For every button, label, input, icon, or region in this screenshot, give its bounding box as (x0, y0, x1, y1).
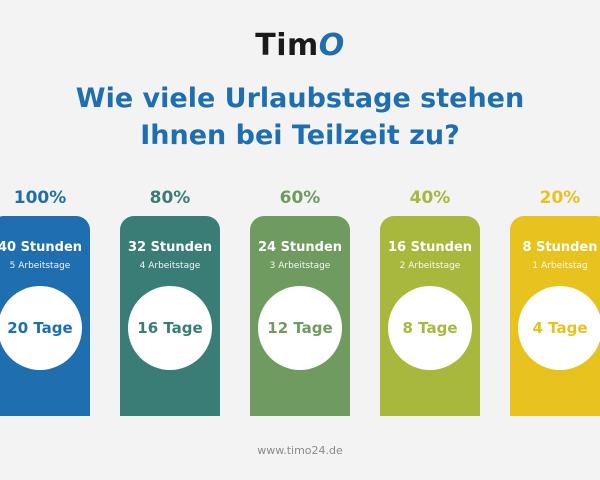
vacation-days-badge: 8 Tage (388, 286, 472, 370)
column-60-percent: 60% 24 Stunden 3 Arbeitstage 12 Tage (250, 186, 350, 416)
workdays-label: 3 Arbeitstage (269, 261, 331, 271)
workdays-label: 4 Arbeitstage (139, 261, 201, 271)
headline-line-2: Ihnen bei Teilzeit zu? (140, 120, 460, 151)
hours-card: 32 Stunden 4 Arbeitstage 16 Tage (120, 216, 220, 416)
hours-card: 8 Stunden 1 Arbeitstag 4 Tage (510, 216, 600, 416)
vacation-days-badge: 4 Tage (518, 286, 600, 370)
logo-prefix: Tim (255, 28, 319, 63)
column-80-percent: 80% 32 Stunden 4 Arbeitstage 16 Tage (120, 186, 220, 416)
hours-card: 24 Stunden 3 Arbeitstage 12 Tage (250, 216, 350, 416)
workdays-label: 5 Arbeitstage (9, 261, 71, 271)
column-100-percent: 100% 40 Stunden 5 Arbeitstage 20 Tage (0, 186, 90, 416)
vacation-days-badge: 12 Tage (258, 286, 342, 370)
hours-card: 16 Stunden 2 Arbeitstage 8 Tage (380, 216, 480, 416)
percent-label: 60% (279, 188, 321, 208)
timo-logo: TimO (0, 28, 600, 63)
headline-line-1: Wie viele Urlaubstage stehen (75, 83, 525, 114)
percent-label: 20% (539, 188, 581, 208)
vacation-days-badge: 20 Tage (0, 286, 82, 370)
percent-label: 100% (13, 188, 67, 208)
hours-label: 32 Stunden (127, 240, 213, 255)
hours-label: 24 Stunden (257, 240, 343, 255)
hours-label: 16 Stunden (387, 240, 473, 255)
vacation-days-badge: 16 Tage (128, 286, 212, 370)
workdays-label: 1 Arbeitstag (532, 261, 588, 271)
workdays-label: 2 Arbeitstage (399, 261, 461, 271)
percent-label: 40% (409, 188, 451, 208)
hours-card: 40 Stunden 5 Arbeitstage 20 Tage (0, 216, 90, 416)
column-40-percent: 40% 16 Stunden 2 Arbeitstage 8 Tage (380, 186, 480, 416)
column-20-percent: 20% 8 Stunden 1 Arbeitstag 4 Tage (510, 186, 600, 416)
hours-label: 40 Stunden (0, 240, 83, 255)
website-url: www.timo24.de (257, 444, 343, 457)
page-title: Wie viele Urlaubstage stehen Ihnen bei T… (0, 80, 600, 154)
percent-label: 80% (149, 188, 191, 208)
logo-suffix: O (318, 28, 345, 63)
hours-label: 8 Stunden (522, 240, 598, 255)
